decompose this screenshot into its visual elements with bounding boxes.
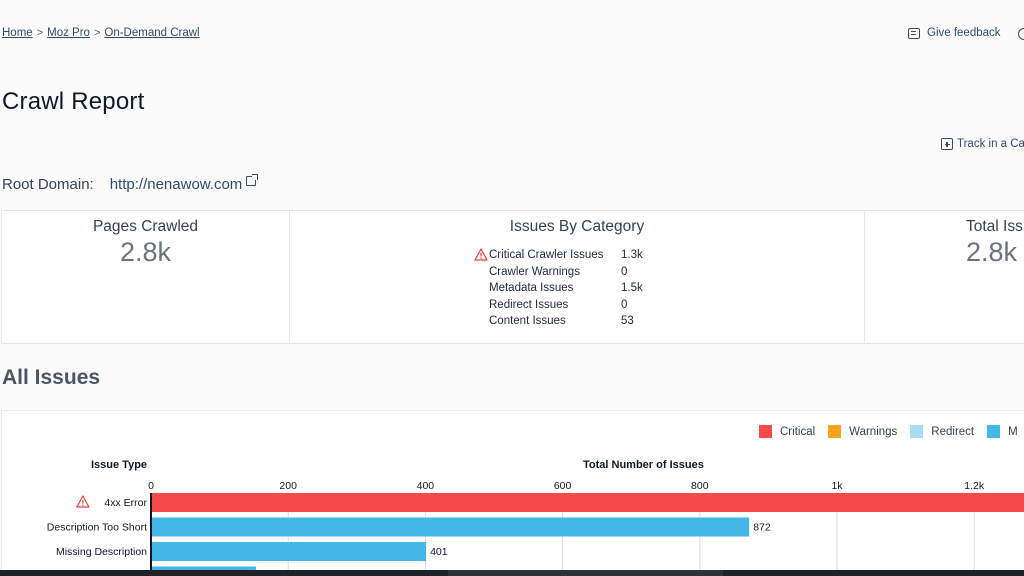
track-label: Track in a Ca [957, 138, 1024, 150]
breadcrumb-on-demand-crawl[interactable]: On-Demand Crawl [104, 27, 200, 39]
legend-swatch [910, 425, 924, 438]
legend-label: M [1008, 425, 1018, 438]
category-row-redirect[interactable]: Redirect Issues 0 [489, 297, 661, 314]
category-value: 1.5k [621, 282, 643, 295]
total-issues-value: 2.8k [966, 237, 1018, 267]
total-issues-header: Total Number of Issues [583, 459, 704, 471]
external-link-icon[interactable] [246, 173, 259, 186]
legend-label: Critical [780, 425, 816, 438]
all-issues-title: All Issues [2, 366, 101, 389]
breadcrumb-moz-pro[interactable]: Moz Pro [47, 27, 90, 39]
warning-icon [76, 495, 90, 508]
x-tick-label: 200 [279, 480, 297, 492]
give-feedback-label: Give feedback [927, 27, 1001, 39]
root-domain-label: Root Domain: [2, 176, 94, 193]
issues-by-category-card: Issues By Category Critical Crawler Issu… [290, 211, 865, 343]
pages-crawled-card: Pages Crawled 2.8k [2, 211, 290, 343]
legend-metadata[interactable]: M [987, 425, 1018, 438]
breadcrumb: Home > Moz Pro > On-Demand Crawl [2, 27, 200, 39]
category-value: 1.3k [621, 249, 643, 262]
legend-critical[interactable]: Critical [759, 425, 815, 438]
warning-icon [474, 248, 488, 261]
bar[interactable] [151, 517, 750, 537]
top-bar: Home > Moz Pro > On-Demand Crawl Give fe… [0, 0, 1024, 70]
bar-data-label: 401 [430, 546, 448, 558]
bottom-bar-segment [448, 570, 723, 576]
pages-crawled-value: 2.8k [119, 237, 172, 267]
category-name: Metadata Issues [489, 282, 574, 295]
category-row-critical[interactable]: Critical Crawler Issues 1.3k [474, 247, 661, 264]
legend-label: Warnings [849, 425, 898, 438]
category-name: Critical Crawler Issues [489, 249, 604, 262]
chart-legend: Critical Warnings Redirect M [759, 425, 1018, 438]
track-in-campaign-button[interactable]: Track in a Ca [941, 138, 1024, 150]
feedback-icon [908, 27, 920, 39]
pages-crawled-title: Pages Crawled [92, 218, 199, 235]
bar[interactable] [151, 542, 427, 561]
page-title: Crawl Report [2, 88, 145, 115]
warning-icon-dot [82, 504, 84, 506]
category-name: Crawler Warnings [489, 265, 580, 278]
breadcrumb-separator: > [36, 27, 44, 39]
x-tick-label: 1k [831, 480, 843, 492]
bottom-bar [0, 570, 1024, 576]
category-value: 53 [621, 315, 634, 328]
issues-bar-chart: 0 200 400 600 800 1k 1.2k 4xx Error Description … [47, 480, 1024, 576]
legend-redirect[interactable]: Redirect [910, 425, 974, 438]
legend-swatch [759, 425, 772, 438]
legend-warnings[interactable]: Warnings [828, 425, 897, 438]
y-category-label: Description Too Short [47, 522, 147, 534]
category-name: Content Issues [489, 315, 566, 328]
bar-data-label: 872 [753, 522, 771, 534]
stats-panel: Pages Crawled 2.8k Issues By Category Cr… [1, 210, 1024, 344]
bar[interactable] [151, 493, 1024, 512]
issue-type-header: Issue Type [91, 459, 148, 471]
category-value: 0 [621, 298, 628, 311]
plus-icon [941, 138, 953, 150]
issues-by-category-title: Issues By Category [509, 218, 645, 235]
legend-swatch [987, 425, 1001, 438]
total-issues-title: Total Iss [966, 218, 1023, 235]
x-tick-label: 0 [148, 480, 154, 492]
category-list: Critical Crawler Issues 1.3k Crawler War… [474, 247, 661, 330]
x-tick-label: 600 [554, 480, 572, 492]
x-tick-label: 400 [417, 480, 435, 492]
category-name: Redirect Issues [489, 298, 569, 311]
category-row-metadata[interactable]: Metadata Issues 1.5k [489, 280, 661, 297]
y-category-label: 4xx Error [104, 497, 147, 509]
category-value: 0 [621, 265, 628, 278]
legend-label: Redirect [931, 425, 975, 438]
give-feedback-button[interactable]: Give feedback [908, 27, 1001, 39]
category-row-content[interactable]: Content Issues 53 [489, 313, 661, 330]
breadcrumb-home[interactable]: Home [2, 27, 33, 39]
x-tick-label: 800 [691, 480, 709, 492]
root-domain: Root Domain: http://nenawow.com [2, 173, 259, 193]
y-category-label: Missing Description [56, 546, 147, 558]
legend-swatch [828, 425, 842, 438]
category-row-warnings[interactable]: Crawler Warnings 0 [489, 264, 661, 281]
root-domain-link[interactable]: http://nenawow.com [109, 176, 243, 193]
all-issues-chart-panel: Critical Warnings Redirect M Issue Type … [1, 410, 1024, 576]
help-icon[interactable] [1018, 28, 1024, 40]
total-issues-card: Total Iss 2.8k [865, 211, 1024, 343]
breadcrumb-separator: > [93, 27, 101, 39]
x-tick-label: 1.2k [964, 480, 985, 492]
